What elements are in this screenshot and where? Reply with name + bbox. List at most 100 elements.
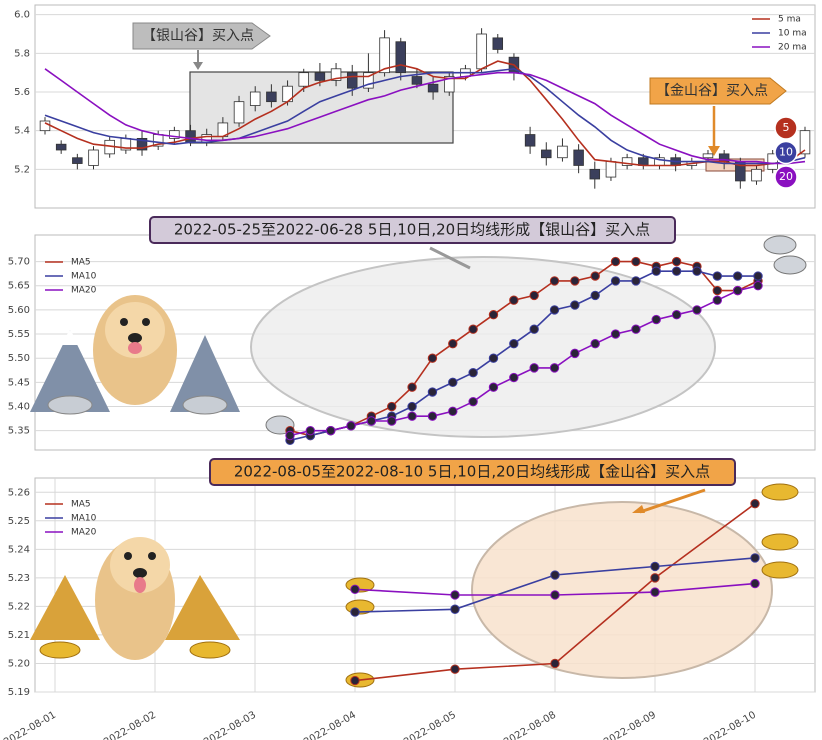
ma-line xyxy=(44,68,806,165)
ma-dot xyxy=(450,664,460,674)
x-tick-label: 2022-08-08 xyxy=(502,710,558,740)
ma-dot xyxy=(692,305,702,315)
candle-body xyxy=(363,72,374,89)
candle-body xyxy=(541,149,552,159)
x-tick-label: 2022-08-09 xyxy=(602,710,658,740)
ma-dot xyxy=(750,553,760,563)
ma-dot xyxy=(387,416,397,426)
ma-dot xyxy=(753,271,763,281)
ma-line xyxy=(44,60,806,167)
ma-line xyxy=(44,67,806,165)
candle-body xyxy=(573,149,584,166)
candle-body xyxy=(233,101,245,124)
y-tick-label: 5.4 xyxy=(14,126,30,137)
ma-dot xyxy=(350,675,360,686)
ma-dot xyxy=(610,276,621,286)
ma-dot xyxy=(529,363,539,373)
ma-dot xyxy=(488,353,499,363)
marks xyxy=(39,28,811,686)
y-tick-label: 5.6 xyxy=(14,87,30,98)
candle-body xyxy=(88,149,99,166)
y-tick-label: 5.60 xyxy=(8,305,30,316)
ma-dot xyxy=(305,425,316,436)
candle-body xyxy=(136,137,148,151)
legend-label: 20 ma xyxy=(778,43,807,53)
annotation-box xyxy=(132,22,271,50)
ma-dot xyxy=(590,339,600,349)
candle-body xyxy=(395,41,406,74)
candle-body xyxy=(524,134,536,147)
ma-dot xyxy=(712,285,723,296)
ma-dot xyxy=(529,290,539,301)
ma-dot xyxy=(468,324,478,334)
ma-dot xyxy=(346,421,356,431)
ma-dot xyxy=(427,353,438,363)
gold-scene xyxy=(30,483,799,688)
candle-body xyxy=(427,83,439,93)
ma-dot xyxy=(753,281,763,291)
end-badge xyxy=(774,165,798,189)
ma-dot xyxy=(450,590,460,600)
ma-dot xyxy=(549,305,560,315)
candle-body xyxy=(589,168,601,180)
candle-body xyxy=(702,153,714,159)
ma-dot xyxy=(407,382,417,392)
ma-dot xyxy=(650,587,660,597)
x-tick-label: 2022-08-05 xyxy=(402,710,458,740)
ma-dot xyxy=(671,266,682,276)
ma-dot xyxy=(325,425,336,436)
ma-dot xyxy=(285,430,295,441)
end-badge-label: 20 xyxy=(779,170,793,183)
x-tick-label: 2022-08-01 xyxy=(2,710,58,740)
ma-dot xyxy=(448,377,458,388)
y-tick-label: 6.0 xyxy=(14,10,30,21)
annotation: 【金山谷】买入点 xyxy=(656,83,768,99)
candle-body xyxy=(314,72,326,81)
y-tick-label: 5.26 xyxy=(8,487,30,498)
end-badge xyxy=(774,116,798,140)
ma-dot xyxy=(450,604,460,614)
ma-dot xyxy=(427,387,438,397)
panel-title: 2022-05-25至2022-06-28 5日,10日,20日均线形成【银山谷… xyxy=(174,221,650,239)
title-box xyxy=(149,216,676,244)
y-tick-label: 5.22 xyxy=(8,601,30,612)
legend-label: MA5 xyxy=(71,258,91,268)
y-tick-label: 5.40 xyxy=(8,402,30,413)
ma-dot xyxy=(550,590,560,600)
ma-dot xyxy=(407,401,417,412)
ma-dot xyxy=(468,396,478,407)
ma-dot xyxy=(529,324,539,334)
annotation: 【银山谷】买入点 xyxy=(142,28,254,44)
ma-dot xyxy=(732,271,743,281)
arrow xyxy=(639,488,706,514)
ma-dot xyxy=(610,329,621,339)
ma-dot xyxy=(750,578,760,589)
ma-dot xyxy=(448,339,458,349)
candle-body xyxy=(605,161,617,178)
ma-dot xyxy=(550,570,560,580)
candle-body xyxy=(169,130,180,139)
arrow xyxy=(429,246,471,270)
end-badge-label: 5 xyxy=(783,121,790,134)
legend-label: MA20 xyxy=(71,286,97,296)
silver-scene xyxy=(30,235,807,435)
highlight-ellipse xyxy=(471,501,773,679)
legend-label: MA20 xyxy=(71,528,97,538)
ma-dot xyxy=(549,276,560,286)
x-tick-label: 2022-08-03 xyxy=(202,710,258,740)
legend-label: 5 ma xyxy=(778,15,801,25)
ma-dot xyxy=(509,295,519,305)
y-tick-label: 5.50 xyxy=(8,353,30,364)
candle-body xyxy=(330,68,342,81)
ma-dot xyxy=(712,271,723,281)
candle-body xyxy=(751,168,762,182)
ma-dot xyxy=(671,256,682,267)
ma-dot xyxy=(671,310,682,320)
ma-dot xyxy=(692,266,702,276)
y-tick-label: 5.35 xyxy=(8,426,30,437)
ma-dot xyxy=(590,290,600,301)
y-tick-label: 5.24 xyxy=(8,544,30,555)
candle-body xyxy=(39,120,51,132)
candle-body xyxy=(411,76,423,85)
